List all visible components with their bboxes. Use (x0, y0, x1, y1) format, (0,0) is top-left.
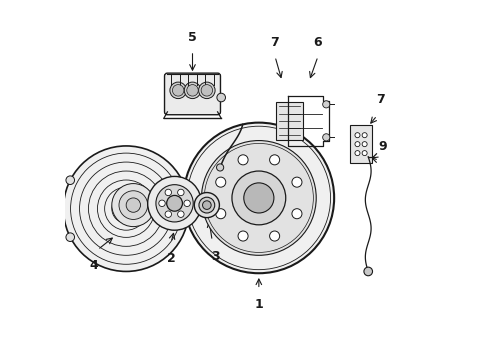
Circle shape (126, 198, 140, 212)
Circle shape (194, 193, 219, 218)
Circle shape (201, 85, 212, 96)
Circle shape (322, 134, 329, 141)
Text: 4: 4 (89, 259, 98, 272)
Circle shape (165, 189, 171, 196)
Circle shape (269, 155, 279, 165)
Circle shape (184, 82, 201, 99)
Circle shape (217, 93, 225, 102)
Circle shape (291, 177, 302, 187)
Circle shape (291, 209, 302, 219)
Circle shape (238, 231, 247, 241)
Circle shape (165, 211, 171, 217)
Circle shape (183, 200, 190, 207)
Text: 1: 1 (254, 298, 263, 311)
Circle shape (177, 211, 183, 217)
Circle shape (238, 155, 247, 165)
Text: 3: 3 (211, 250, 220, 263)
Circle shape (147, 176, 201, 230)
Circle shape (215, 209, 225, 219)
Text: 9: 9 (378, 140, 386, 153)
Circle shape (199, 197, 214, 213)
Circle shape (216, 164, 223, 171)
Circle shape (172, 85, 183, 96)
Circle shape (354, 150, 359, 156)
Circle shape (159, 200, 165, 207)
Circle shape (166, 195, 182, 211)
FancyBboxPatch shape (275, 102, 303, 140)
Circle shape (363, 267, 372, 276)
Circle shape (231, 171, 285, 225)
Text: 7: 7 (270, 36, 279, 49)
Text: 2: 2 (166, 252, 175, 265)
Circle shape (169, 82, 186, 99)
Circle shape (198, 82, 215, 99)
Circle shape (354, 141, 359, 147)
Circle shape (362, 133, 366, 138)
Circle shape (119, 191, 147, 220)
Circle shape (66, 233, 74, 242)
Circle shape (112, 184, 155, 226)
Circle shape (322, 101, 329, 108)
Circle shape (362, 141, 366, 147)
Circle shape (244, 183, 273, 213)
Text: 8: 8 (206, 189, 214, 202)
Circle shape (215, 177, 225, 187)
Circle shape (269, 231, 279, 241)
Circle shape (63, 146, 188, 271)
Text: 5: 5 (188, 31, 197, 44)
Circle shape (201, 140, 316, 255)
Circle shape (202, 201, 211, 210)
Circle shape (66, 176, 74, 185)
FancyBboxPatch shape (164, 73, 220, 115)
Circle shape (354, 133, 359, 138)
Circle shape (156, 185, 193, 222)
FancyBboxPatch shape (349, 125, 371, 163)
Circle shape (183, 123, 333, 273)
Text: 6: 6 (313, 36, 322, 49)
Circle shape (177, 189, 183, 196)
Text: 7: 7 (376, 94, 385, 107)
Circle shape (186, 85, 198, 96)
Circle shape (362, 150, 366, 156)
